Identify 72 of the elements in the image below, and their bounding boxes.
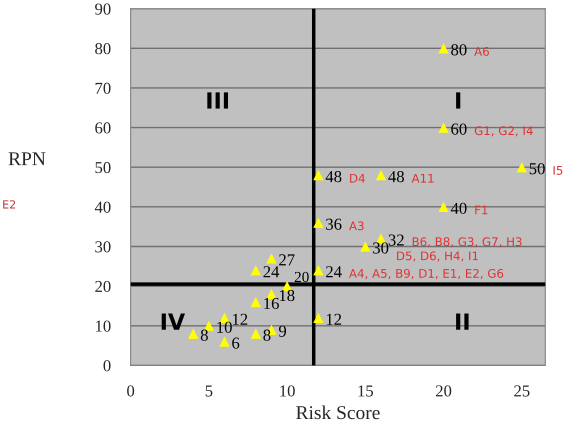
x-tick-label: 10: [280, 385, 295, 397]
data-label: 9: [278, 326, 286, 337]
annotation: A6: [474, 46, 489, 56]
x-tick-label: 0: [127, 385, 134, 397]
y-tick-label: 90: [95, 3, 111, 15]
annotation: D5, D6, H4, I1: [397, 251, 478, 262]
data-label: 6: [232, 338, 240, 349]
point: [360, 241, 370, 252]
y-tick-label: 20: [95, 280, 111, 292]
y-tick-label: 0: [104, 360, 111, 372]
annotation: III: [207, 92, 228, 109]
annotation: II: [456, 314, 469, 330]
data-label: 80: [451, 44, 467, 56]
annotation: A4, A5, B9, D1, E1, E2, G6: [349, 268, 504, 280]
annotation: D4: [350, 174, 365, 183]
data-label: 48: [388, 171, 404, 182]
data-label: 60: [451, 123, 467, 135]
x-tick-label: 15: [358, 385, 374, 397]
data-label: 20: [294, 272, 309, 282]
data-label: 30: [373, 242, 388, 254]
x-axis-title: Risk Score: [296, 406, 380, 420]
data-label: 8: [263, 330, 270, 341]
x-tick-label: 25: [514, 385, 530, 397]
y-tick-label: 80: [95, 43, 111, 54]
x-tick-label: 5: [206, 385, 212, 397]
point: [438, 43, 449, 54]
data-label: 12: [232, 314, 248, 325]
point: [438, 122, 449, 133]
data-label: 32: [388, 234, 404, 246]
y-tick-label: 40: [94, 202, 111, 213]
annotation: F1: [475, 206, 488, 214]
annotation: A11: [412, 174, 434, 183]
point: [313, 218, 324, 228]
point: [204, 320, 214, 331]
data-label: 24: [263, 266, 280, 278]
point: [250, 296, 261, 308]
annotation: I5: [554, 166, 562, 175]
annotation: I: [456, 92, 460, 109]
point: [266, 253, 277, 264]
point: [313, 312, 324, 323]
y-tick-label: 60: [95, 122, 111, 134]
data-label: 50: [530, 163, 545, 174]
point: [516, 162, 527, 172]
data-label: 36: [326, 218, 342, 230]
data-label: 24: [326, 266, 342, 278]
data-label: 16: [264, 298, 279, 310]
annotation: IV: [162, 314, 186, 330]
data-label: 10: [217, 322, 232, 333]
data-label: 18: [280, 290, 294, 302]
annotation: B6, B8, G3, G7, H3: [412, 237, 522, 248]
data-label: 48: [326, 171, 342, 182]
y-tick-label: 10: [96, 320, 111, 332]
y-tick-label: 70: [96, 82, 111, 94]
x-tick-label: 20: [436, 385, 452, 397]
point: [376, 170, 386, 180]
annotation: G1, G2, I4: [474, 126, 533, 136]
data-label: 12: [326, 314, 342, 325]
annotation: A3: [349, 221, 364, 230]
y-tick-label: 30: [95, 241, 111, 252]
point: [250, 328, 261, 339]
y-tick-label: 50: [96, 162, 111, 174]
point: [438, 202, 449, 212]
data-label: 27: [279, 254, 295, 266]
y-axis-title: RPN: [8, 152, 46, 166]
text: E2: [3, 200, 16, 208]
point: [188, 328, 198, 339]
point: [313, 265, 324, 276]
point: [313, 170, 324, 180]
data-label: 8: [200, 330, 208, 341]
data-label: 40: [450, 202, 467, 214]
point: [219, 336, 230, 347]
point: [250, 265, 261, 276]
